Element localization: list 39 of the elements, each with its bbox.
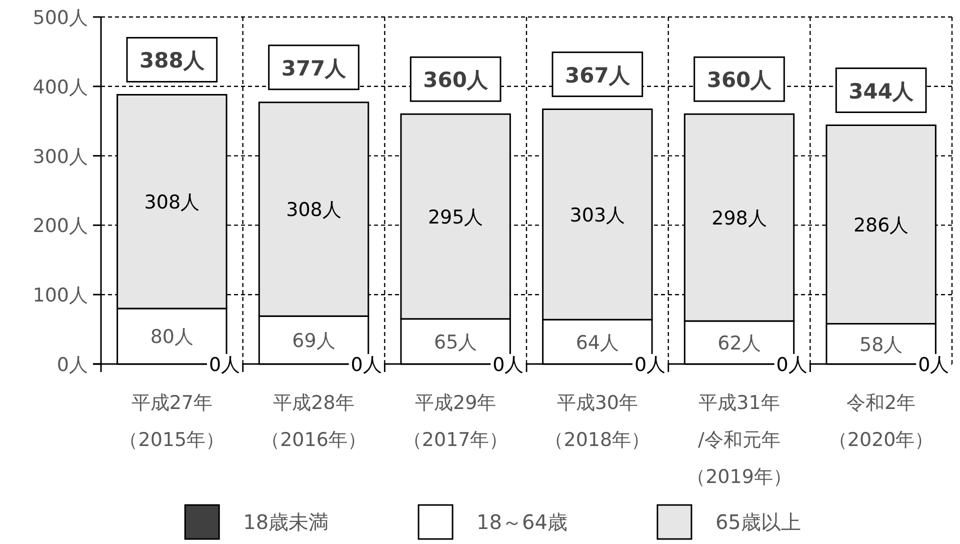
- y-tick-label: 200人: [32, 215, 88, 238]
- y-tick-label: 300人: [32, 146, 88, 168]
- x-tick-label: 令和2年（2020年）: [828, 392, 934, 451]
- data-label: 80人: [150, 326, 194, 348]
- y-tick-label: 500人: [32, 7, 88, 29]
- total-label: 344人: [848, 79, 914, 104]
- data-label: 308人: [286, 199, 342, 222]
- data-label: 0人: [776, 354, 808, 376]
- data-label: 0人: [350, 354, 382, 376]
- data-label: 0人: [918, 354, 950, 376]
- data-label: 298人: [712, 208, 767, 230]
- total-label: 360人: [706, 68, 773, 92]
- x-tick-label: 平成29年（2017年）: [402, 392, 508, 451]
- total-label: 388人: [139, 48, 206, 73]
- y-tick-label: 100人: [32, 284, 88, 307]
- data-label: 0人: [634, 354, 666, 376]
- legend-label: 18～64歳: [476, 510, 568, 534]
- data-label: 64人: [576, 332, 620, 354]
- data-label: 286人: [853, 214, 909, 237]
- x-tick-label: 平成30年（2018年）: [544, 392, 650, 451]
- data-label: 303人: [570, 204, 626, 226]
- x-tick-label: 平成31年/令和元年（2019年）: [686, 392, 792, 488]
- data-label: 62人: [718, 332, 761, 354]
- legend-label: 65歳以上: [715, 510, 801, 534]
- data-label: 65人: [434, 331, 478, 354]
- y-tick-label: 0人: [56, 354, 88, 376]
- x-tick-label: 平成28年（2016年）: [261, 392, 366, 451]
- data-label: 0人: [492, 354, 524, 376]
- legend-label: 18歳未満: [243, 510, 329, 534]
- total-label: 360人: [423, 68, 489, 92]
- data-label: 69人: [292, 330, 336, 352]
- data-label: 295人: [428, 206, 484, 229]
- data-label: 0人: [208, 354, 240, 376]
- y-tick-label: 400人: [32, 76, 88, 98]
- data-label: 308人: [144, 192, 200, 214]
- x-tick-label: 平成27年（2015年）: [119, 392, 225, 451]
- total-label: 377人: [281, 56, 348, 80]
- total-label: 367人: [564, 63, 631, 88]
- data-label: 58人: [859, 334, 903, 356]
